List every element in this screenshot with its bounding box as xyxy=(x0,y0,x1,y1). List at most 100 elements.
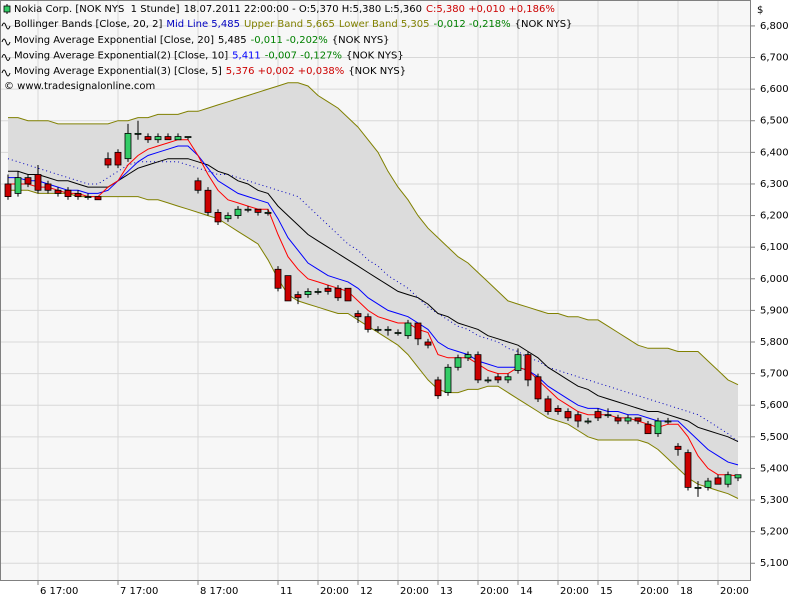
x-tick-label: 20:00 xyxy=(640,586,669,597)
x-tick-label: 15 xyxy=(600,586,613,597)
legend-text: Lower Band 5,305 xyxy=(339,19,430,30)
x-tick-label: 20:00 xyxy=(320,586,349,597)
y-tick-label: 5,200 xyxy=(760,527,789,538)
x-tick-label: 12 xyxy=(360,586,373,597)
x-tick-label: 20:00 xyxy=(560,586,589,597)
candle-body xyxy=(194,180,202,191)
candle-body xyxy=(84,196,92,198)
legend-icon xyxy=(1,38,11,46)
legend-entry: Moving Average Exponential [Close, 20] 5,… xyxy=(14,35,390,46)
y-tick-label: 6,100 xyxy=(760,242,789,253)
legend-text: {NOK NYS} xyxy=(348,66,406,77)
candle-body xyxy=(474,354,482,381)
candle-body xyxy=(254,208,262,213)
candle-body xyxy=(384,328,392,331)
credit: © www.tradesignalonline.com xyxy=(4,81,155,92)
candle-body xyxy=(654,420,662,435)
candle-body xyxy=(574,414,582,422)
candle-body xyxy=(284,275,292,302)
y-tick-label: 6,400 xyxy=(760,147,789,158)
candle-body xyxy=(714,477,722,485)
x-tick-label: 20:00 xyxy=(480,586,509,597)
candle-body xyxy=(264,212,272,214)
band-fill xyxy=(8,82,738,499)
candle-body xyxy=(234,208,242,216)
x-tick-label: 18 xyxy=(680,586,693,597)
candle-body xyxy=(54,189,62,194)
candle-body xyxy=(534,376,542,400)
candle-body xyxy=(414,322,422,340)
candle-body xyxy=(344,287,352,302)
candle-body xyxy=(404,322,412,337)
legend-text: 5,485 xyxy=(218,35,247,46)
candle-body xyxy=(34,174,42,191)
x-tick-label: 11 xyxy=(280,586,293,597)
y-tick-label: 6,700 xyxy=(760,53,789,64)
y-tick-label: 6,200 xyxy=(760,211,789,222)
legend-entry: Moving Average Exponential(3) [Close, 5]… xyxy=(14,66,406,77)
legend-text: Moving Average Exponential(2) [Close, 10… xyxy=(14,51,228,62)
ema-line xyxy=(8,139,739,477)
legend-entry: Bollinger Bands [Close, 20, 2] Mid Line 5… xyxy=(14,19,572,30)
candle-body xyxy=(24,177,32,185)
x-tick-label: 20:00 xyxy=(400,586,429,597)
candle-body xyxy=(504,376,512,381)
candle-body xyxy=(554,407,562,412)
legend-text: Nokia Corp. [NOK NYS 1 Stunde] xyxy=(14,4,180,15)
x-tick-label: 7 17:00 xyxy=(120,586,158,597)
lower-band xyxy=(8,189,739,499)
legend-text: Mid Line 5,485 xyxy=(166,19,240,30)
marks xyxy=(4,82,742,499)
candle-body xyxy=(494,376,502,381)
legend-text: C:5,380 +0,010 +0,186% xyxy=(426,4,555,15)
candle-body xyxy=(444,366,452,393)
legend-text: Upper Band 5,665 xyxy=(244,19,335,30)
y-tick-label: 6,600 xyxy=(760,84,789,95)
candle-body xyxy=(74,193,82,197)
legend-text: -0,012 -0,218% xyxy=(434,19,511,30)
candle-body xyxy=(44,183,52,191)
candle-body xyxy=(424,341,432,346)
candle-body xyxy=(674,445,682,450)
candle-body xyxy=(664,420,672,423)
candle-body xyxy=(514,354,522,371)
candle-body xyxy=(324,287,332,292)
candle-body xyxy=(374,328,382,331)
candle-body xyxy=(154,136,162,141)
candle-body xyxy=(484,379,492,382)
candle-body xyxy=(314,291,322,293)
legend-text: 18.07.2011 22:00:00 - O:5,370 H:5,380 L:… xyxy=(184,4,422,15)
y-tick-label: 5,700 xyxy=(760,369,789,380)
x-tick-label: 20:00 xyxy=(720,586,749,597)
legend-text: Moving Average Exponential [Close, 20] xyxy=(14,35,214,46)
legend-text: Moving Average Exponential(3) [Close, 5] xyxy=(14,66,222,77)
legend-text: 5,411 xyxy=(232,51,261,62)
x-tick-label: 6 17:00 xyxy=(40,586,78,597)
candle-body xyxy=(134,132,142,135)
legend-text: -0,007 -0,127% xyxy=(265,51,342,62)
candle-body xyxy=(354,313,362,318)
legend-text: {NOK NYS} xyxy=(332,35,390,46)
legend-text: {NOK NYS} xyxy=(346,51,404,62)
y-tick-label: 5,800 xyxy=(760,337,789,348)
candle-body xyxy=(94,196,102,201)
legend-icon xyxy=(1,69,11,77)
candle-body xyxy=(684,452,692,488)
y-tick-label: 6,000 xyxy=(760,274,789,285)
candle-body xyxy=(564,411,572,419)
legend-text: -0,011 -0,202% xyxy=(251,35,328,46)
candle-body xyxy=(544,398,552,412)
candle-body xyxy=(274,268,282,289)
candle-body xyxy=(704,480,712,488)
legend-entry: Nokia Corp. [NOK NYS 1 Stunde] 18.07.2011… xyxy=(14,4,555,15)
candle-body xyxy=(644,423,652,435)
candle-body xyxy=(724,474,732,485)
candle-body xyxy=(204,189,212,213)
candle-body xyxy=(124,132,132,160)
y-axis-label: $ xyxy=(757,5,763,16)
x-tick-label: 13 xyxy=(440,586,453,597)
y-tick-label: 5,400 xyxy=(760,463,789,474)
legend-icon xyxy=(3,5,11,13)
ema-line xyxy=(8,145,739,466)
